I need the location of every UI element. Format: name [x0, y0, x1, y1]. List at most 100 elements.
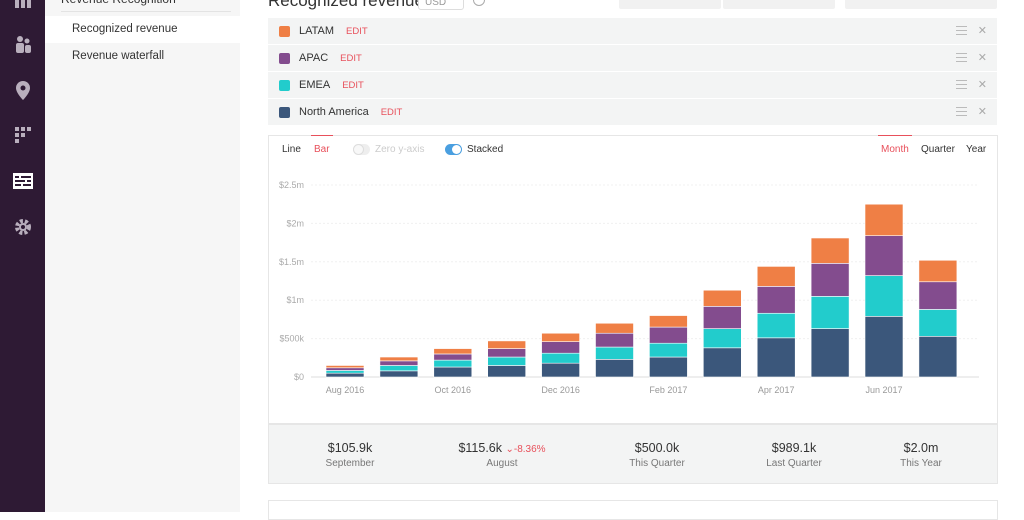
segment-row: LATAM EDIT ✕ [268, 18, 997, 44]
stat-value: $2.0m [903, 441, 939, 455]
close-icon[interactable]: ✕ [977, 106, 987, 118]
close-icon[interactable]: ✕ [977, 79, 987, 91]
app-sidebar [0, 0, 45, 512]
x-tick-label: Aug 2016 [326, 385, 365, 395]
segment-color-swatch[interactable] [279, 25, 290, 37]
bar-segment-north-america [918, 335, 958, 378]
y-tick-label: $2.5m [279, 180, 304, 190]
drag-handle-icon[interactable] [956, 80, 967, 89]
segment-edit-link[interactable]: EDIT [342, 79, 364, 91]
settings-icon[interactable] [0, 209, 45, 245]
segments-icon[interactable] [0, 117, 45, 153]
x-tick-label: Feb 2017 [649, 385, 687, 395]
y-tick-label: $1.5m [279, 257, 304, 267]
stat-label: Last Quarter [766, 458, 822, 469]
stat-value: $989.1k [771, 441, 817, 455]
segment-name: LATAM [299, 25, 335, 37]
segment-edit-link[interactable]: EDIT [380, 106, 403, 118]
bar-segment-north-america [864, 316, 904, 378]
bar-segment-emea [487, 356, 526, 366]
bar-segment-emea [864, 275, 904, 317]
x-tick-label: Dec 2016 [541, 385, 580, 395]
bar-segment-north-america [379, 370, 419, 378]
location-icon[interactable] [0, 72, 45, 108]
customers-icon[interactable] [0, 26, 45, 62]
stat-this-quarter: $500.0k This Quarter [582, 441, 732, 469]
reports-icon[interactable] [0, 163, 45, 199]
close-icon[interactable]: ✕ [977, 52, 987, 64]
nav-item-revenue-waterfall[interactable]: Revenue waterfall [72, 50, 165, 62]
stat-label: September [325, 458, 375, 469]
segment-color-swatch[interactable] [279, 79, 290, 91]
stats-bar: $105.9k September $115.6k ⌄-8.36% August $… [268, 424, 998, 484]
bar-segment-apac [433, 353, 473, 361]
bar-segment-latam [541, 332, 580, 342]
stat-label: August [486, 458, 518, 469]
y-tick-label: $2m [286, 218, 304, 228]
bar-segment-emea [541, 352, 580, 364]
dashboard-icon[interactable] [0, 0, 45, 18]
year-option[interactable]: Year [966, 144, 987, 155]
close-icon[interactable]: ✕ [977, 25, 987, 37]
zero-axis-toggle[interactable] [353, 144, 370, 155]
bar-segment-north-america [325, 372, 365, 378]
filter-button-2[interactable] [723, 0, 835, 9]
bar-segment-north-america [702, 347, 742, 378]
bar-segment-latam [810, 237, 850, 264]
delta-down-icon: ⌄ [505, 444, 514, 455]
x-tick-label: Apr 2017 [758, 385, 795, 395]
bar-segment-emea [918, 309, 958, 337]
drag-handle-icon[interactable] [956, 107, 967, 116]
bar-segment-emea [810, 296, 850, 329]
bar-segment-apac [379, 360, 419, 366]
stat-this-year: $2.0m This Year [846, 441, 996, 469]
month-option[interactable]: Month [878, 135, 912, 155]
bar-segment-latam [487, 340, 526, 349]
x-tick-label: Oct 2016 [435, 385, 472, 395]
page-title: Recognized revenue [268, 0, 424, 10]
stat-label: This Quarter [629, 458, 685, 469]
segment-edit-link[interactable]: EDIT [340, 52, 362, 64]
drag-handle-icon[interactable] [956, 26, 967, 35]
y-tick-label: $1m [286, 295, 304, 305]
bar-segment-apac [487, 348, 526, 358]
bar-segment-emea [433, 359, 473, 368]
segment-name: EMEA [299, 79, 331, 91]
bar-segment-latam [918, 259, 958, 283]
bar-segment-north-america [487, 365, 526, 378]
bar-segment-latam [379, 356, 419, 362]
bar-segment-apac [595, 332, 634, 348]
bar-segment-latam [595, 322, 634, 334]
stacked-toggle[interactable] [445, 144, 462, 155]
nav-item-recognized-revenue[interactable]: Recognized revenue [45, 16, 240, 43]
bar-segment-apac [649, 326, 688, 344]
stat-september: $105.9k September [275, 441, 425, 469]
segment-row: EMEA EDIT ✕ [268, 72, 997, 98]
bar-segment-north-america [595, 359, 634, 378]
secondary-nav: Revenue Recognition Recognized revenue R… [45, 0, 240, 512]
stat-value: $500.0k [634, 441, 680, 455]
bar-segment-north-america [756, 337, 796, 378]
bar-segment-latam [756, 266, 796, 287]
zero-axis-label: Zero y-axis [375, 144, 425, 155]
y-tick-label: $0 [294, 372, 304, 382]
segment-color-swatch[interactable] [279, 106, 290, 118]
drag-handle-icon[interactable] [956, 53, 967, 62]
segment-edit-link[interactable]: EDIT [346, 25, 368, 37]
currency-select[interactable]: USD [418, 0, 464, 10]
date-range-picker[interactable] [845, 0, 997, 9]
bar-option[interactable]: Bar [311, 135, 333, 155]
bar-segment-apac [756, 286, 796, 314]
info-icon[interactable] [473, 0, 485, 6]
segment-color-swatch[interactable] [279, 52, 290, 64]
filter-button[interactable] [619, 0, 721, 9]
bar-segment-latam [702, 289, 742, 307]
bar-segment-emea [325, 370, 365, 374]
bar-segment-apac [864, 235, 904, 276]
segment-name: APAC [299, 52, 329, 64]
bar-segment-apac [918, 281, 958, 310]
line-option[interactable]: Line [282, 144, 301, 155]
quarter-option[interactable]: Quarter [921, 144, 955, 155]
bar-segment-emea [702, 328, 742, 349]
stat-delta: -8.36% [513, 444, 546, 455]
